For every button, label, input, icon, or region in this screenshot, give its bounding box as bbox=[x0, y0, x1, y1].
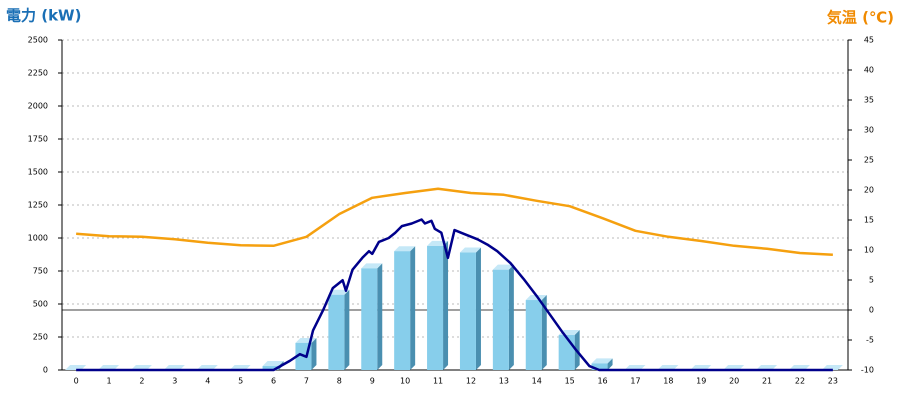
bar bbox=[591, 363, 608, 370]
x-tick-label: 10 bbox=[400, 377, 410, 386]
x-tick-label: 15 bbox=[565, 377, 575, 386]
x-tick-label: 12 bbox=[466, 377, 476, 386]
y2-tick-label: 45 bbox=[864, 36, 874, 45]
bar-top bbox=[361, 263, 383, 269]
bar bbox=[361, 268, 378, 370]
x-tick-label: 3 bbox=[172, 377, 177, 386]
x-tick-label: 17 bbox=[630, 377, 640, 386]
y2-tick-label: -10 bbox=[861, 366, 874, 375]
bar-top bbox=[262, 361, 284, 367]
line bbox=[76, 187, 833, 257]
y-tick-label: 500 bbox=[33, 300, 48, 309]
y-tick-label: 250 bbox=[33, 333, 48, 342]
x-tick-label: 16 bbox=[597, 377, 607, 386]
x-tick-label: 21 bbox=[762, 377, 772, 386]
x-tick-label: 6 bbox=[271, 377, 276, 386]
y2-axis-title: 気温 (℃) bbox=[827, 9, 894, 27]
y-tick-label: 1000 bbox=[28, 234, 48, 243]
bar-top bbox=[591, 358, 613, 364]
y2-tick-label: 15 bbox=[864, 216, 874, 225]
y-tick-label: 1500 bbox=[28, 168, 48, 177]
x-tick-label: 4 bbox=[205, 377, 210, 386]
bar-top bbox=[459, 247, 481, 253]
x-tick-label: 7 bbox=[304, 377, 309, 386]
y2-tick-label: 0 bbox=[869, 306, 874, 315]
x-tick-label: 20 bbox=[729, 377, 739, 386]
line bbox=[76, 218, 833, 372]
y-axis-title: 電力 (kW) bbox=[6, 7, 81, 25]
y2-tick-label: 35 bbox=[864, 96, 874, 105]
x-tick-label: 2 bbox=[139, 377, 144, 386]
y2-tick-label: 5 bbox=[869, 276, 874, 285]
y2-tick-label: -5 bbox=[866, 336, 874, 345]
bar-top bbox=[492, 264, 514, 270]
x-tick-label: 11 bbox=[433, 377, 443, 386]
bar bbox=[459, 252, 476, 370]
bar bbox=[525, 300, 542, 370]
bar bbox=[492, 269, 509, 370]
y2-tick-label: 30 bbox=[864, 126, 874, 135]
bar-side bbox=[410, 246, 416, 370]
bar bbox=[427, 245, 444, 370]
bar-side bbox=[311, 337, 317, 370]
bar-side bbox=[443, 240, 449, 370]
bar-side bbox=[344, 289, 350, 370]
bar bbox=[394, 251, 411, 370]
bar-top bbox=[394, 246, 416, 252]
y-tick-label: 0 bbox=[43, 366, 48, 375]
x-tick-label: 18 bbox=[663, 377, 673, 386]
bar-side bbox=[475, 247, 481, 370]
bar-top bbox=[525, 295, 547, 301]
bar-side bbox=[508, 264, 514, 370]
bar-side bbox=[607, 358, 613, 370]
x-tick-label: 5 bbox=[238, 377, 243, 386]
x-tick-label: 0 bbox=[74, 377, 79, 386]
x-tick-label: 1 bbox=[107, 377, 112, 386]
y-tick-label: 1750 bbox=[28, 135, 48, 144]
x-tick-label: 13 bbox=[499, 377, 509, 386]
x-tick-label: 8 bbox=[337, 377, 342, 386]
y-tick-label: 750 bbox=[33, 267, 48, 276]
x-tick-label: 19 bbox=[696, 377, 706, 386]
y2-tick-label: 25 bbox=[864, 156, 874, 165]
bar bbox=[328, 294, 345, 370]
x-tick-label: 9 bbox=[370, 377, 375, 386]
x-tick-label: 22 bbox=[795, 377, 805, 386]
bar-side bbox=[541, 295, 547, 370]
x-tick-label: 14 bbox=[532, 377, 542, 386]
y-tick-label: 2250 bbox=[28, 69, 48, 78]
y2-tick-label: 40 bbox=[864, 66, 874, 75]
bar-top bbox=[328, 289, 350, 295]
y-tick-label: 2000 bbox=[28, 102, 48, 111]
bar-side bbox=[377, 263, 383, 370]
x-tick-label: 23 bbox=[828, 377, 838, 386]
bar bbox=[262, 366, 279, 370]
bar bbox=[558, 335, 575, 370]
y2-tick-label: 10 bbox=[864, 246, 874, 255]
y-tick-label: 1250 bbox=[28, 201, 48, 210]
y-tick-label: 2500 bbox=[28, 36, 48, 45]
y2-tick-label: 20 bbox=[864, 186, 874, 195]
